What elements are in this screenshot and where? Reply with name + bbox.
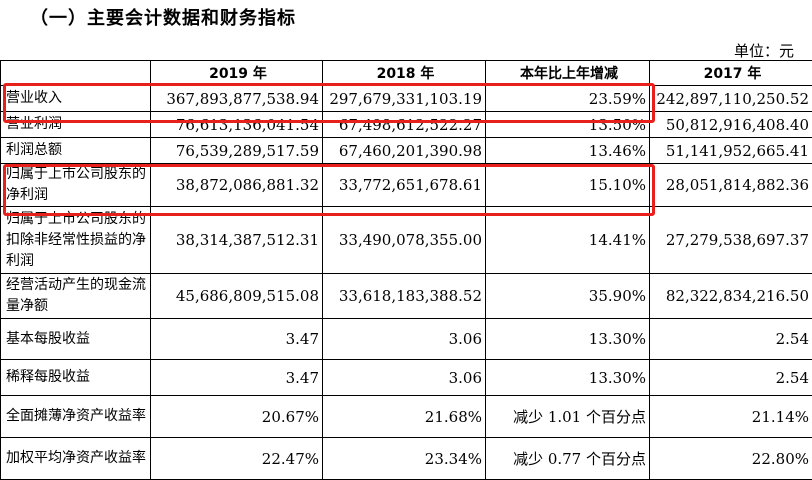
row-label: 全面摊薄净资产收益率 [1, 396, 151, 438]
cell-2018: 3.06 [323, 360, 486, 396]
cell-change: 35.90% [486, 274, 650, 319]
row-label: 归属于上市公司股东的扣除非经常性损益的净利润 [1, 207, 151, 274]
cell-2019: 20.67% [151, 396, 323, 438]
unit-label: 单位：元 [734, 40, 794, 61]
header-2019: 2019 年 [151, 61, 323, 86]
cell-2019: 45,686,809,515.08 [151, 274, 323, 319]
cell-change: 减少 1.01 个百分点 [486, 396, 650, 438]
table-header-row: 2019 年 2018 年 本年比上年增减 2017 年 [1, 61, 812, 86]
cell-2018: 67,460,201,390.98 [323, 138, 486, 164]
cell-2019: 3.47 [151, 360, 323, 396]
table-row: 归属于上市公司股东的扣除非经常性损益的净利润 38,314,387,512.31… [1, 207, 812, 274]
table-row: 稀释每股收益 3.47 3.06 13.30% 2.54 [1, 360, 812, 396]
table-row: 基本每股收益 3.47 3.06 13.30% 2.54 [1, 319, 812, 360]
row-label: 稀释每股收益 [1, 360, 151, 396]
table-row: 营业收入 367,893,877,538.94 297,679,331,103.… [1, 86, 812, 112]
cell-2019: 3.47 [151, 319, 323, 360]
cell-2018: 23.34% [323, 438, 486, 480]
cell-2018: 33,490,078,355.00 [323, 207, 486, 274]
cell-change: 23.59% [486, 86, 650, 112]
cell-2017: 22.80% [650, 438, 812, 480]
cell-2019: 38,314,387,512.31 [151, 207, 323, 274]
cell-2018: 297,679,331,103.19 [323, 86, 486, 112]
cell-2018: 21.68% [323, 396, 486, 438]
cell-change: 13.30% [486, 360, 650, 396]
row-label: 利润总额 [1, 138, 151, 164]
header-change: 本年比上年增减 [486, 61, 650, 86]
cell-change: 14.41% [486, 207, 650, 274]
table-row: 利润总额 76,539,289,517.59 67,460,201,390.98… [1, 138, 812, 164]
cell-2018: 3.06 [323, 319, 486, 360]
cell-2019: 22.47% [151, 438, 323, 480]
row-label: 营业利润 [1, 112, 151, 138]
cell-change: 13.30% [486, 319, 650, 360]
cell-2019: 367,893,877,538.94 [151, 86, 323, 112]
cell-change: 15.10% [486, 164, 650, 207]
cell-2017: 28,051,814,882.36 [650, 164, 812, 207]
cell-2018: 67,498,612,522.27 [323, 112, 486, 138]
cell-change: 13.50% [486, 112, 650, 138]
row-label: 加权平均净资产收益率 [1, 438, 151, 480]
row-label: 归属于上市公司股东的净利润 [1, 164, 151, 207]
cell-2017: 2.54 [650, 319, 812, 360]
table-row: 营业利润 76,613,136,041.54 67,498,612,522.27… [1, 112, 812, 138]
row-label: 经营活动产生的现金流量净额 [1, 274, 151, 319]
cell-2019: 76,613,136,041.54 [151, 112, 323, 138]
section-title: （一）主要会计数据和财务指标 [30, 4, 296, 30]
cell-change: 13.46% [486, 138, 650, 164]
header-item [1, 61, 151, 86]
table-row: 经营活动产生的现金流量净额 45,686,809,515.08 33,618,1… [1, 274, 812, 319]
header-2018: 2018 年 [323, 61, 486, 86]
cell-2017: 242,897,110,250.52 [650, 86, 812, 112]
cell-2018: 33,618,183,388.52 [323, 274, 486, 319]
cell-2017: 50,812,916,408.40 [650, 112, 812, 138]
financial-indicators-table: 2019 年 2018 年 本年比上年增减 2017 年 营业收入 367,89… [0, 60, 812, 480]
header-2017: 2017 年 [650, 61, 812, 86]
cell-2017: 27,279,538,697.37 [650, 207, 812, 274]
cell-2017: 51,141,952,665.41 [650, 138, 812, 164]
row-label: 基本每股收益 [1, 319, 151, 360]
cell-2017: 21.14% [650, 396, 812, 438]
cell-2019: 76,539,289,517.59 [151, 138, 323, 164]
table-row: 加权平均净资产收益率 22.47% 23.34% 减少 0.77 个百分点 22… [1, 438, 812, 480]
cell-2017: 82,322,834,216.50 [650, 274, 812, 319]
cell-change: 减少 0.77 个百分点 [486, 438, 650, 480]
cell-2017: 2.54 [650, 360, 812, 396]
cell-2018: 33,772,651,678.61 [323, 164, 486, 207]
table-row: 全面摊薄净资产收益率 20.67% 21.68% 减少 1.01 个百分点 21… [1, 396, 812, 438]
table-row: 归属于上市公司股东的净利润 38,872,086,881.32 33,772,6… [1, 164, 812, 207]
row-label: 营业收入 [1, 86, 151, 112]
cell-2019: 38,872,086,881.32 [151, 164, 323, 207]
